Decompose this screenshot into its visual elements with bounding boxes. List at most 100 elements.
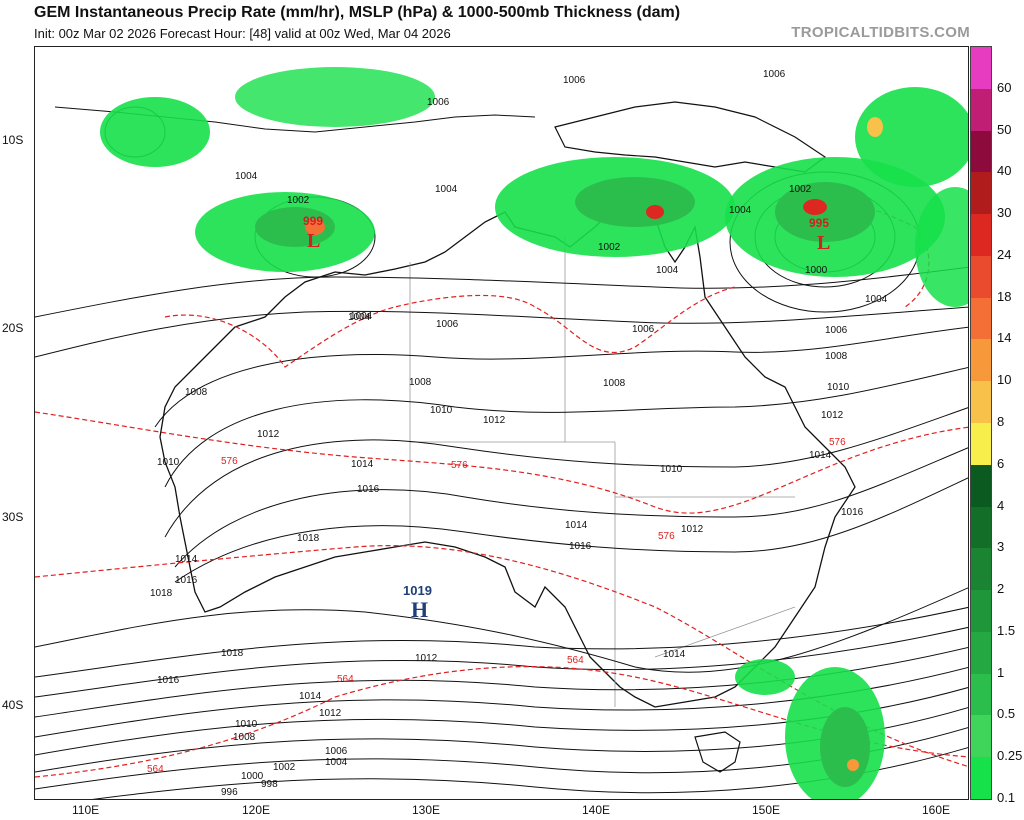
- isobar-label: 1014: [663, 649, 686, 660]
- lon-label-160e: 160E: [922, 803, 951, 817]
- colorbar-segment: [971, 255, 991, 299]
- thickness-label: 576: [658, 531, 675, 542]
- state-borders: [409, 237, 796, 707]
- colorbar-label: 0.1: [997, 790, 1016, 805]
- isobar-label: 1002: [598, 242, 621, 253]
- isobar-label: 1000: [805, 265, 828, 276]
- colorbar-label: 10: [997, 372, 1012, 388]
- isobar-label: 1004: [729, 205, 752, 216]
- thickness-label: 564: [567, 655, 584, 666]
- colorbar-segment: [971, 130, 991, 173]
- low-center-east: 995 L: [809, 216, 830, 254]
- isobar-label: 1016: [175, 575, 198, 586]
- high-value: 1019: [403, 583, 432, 598]
- colorbar-segment: [971, 214, 991, 257]
- colorbar-label: 2: [997, 581, 1005, 597]
- isobar-label: 1010: [157, 457, 180, 468]
- colorbar-segment: [971, 47, 991, 90]
- isobar-label: 1004: [325, 757, 348, 768]
- colorbar-label: 24: [997, 246, 1012, 262]
- isobar-label: 1016: [157, 675, 180, 686]
- isobar-label: 1014: [175, 554, 198, 565]
- isobar-label: 998: [261, 779, 278, 790]
- isobar-label: 1012: [821, 410, 844, 421]
- low-west-value: 999: [303, 214, 323, 228]
- isobar-label: 1014: [565, 520, 588, 531]
- isobar-labels: 1006 1004 1002 1004 1008 1010 1012 1014 …: [150, 69, 888, 798]
- isobar-label: 1016: [569, 541, 592, 552]
- low-east-value: 995: [809, 216, 829, 230]
- isobar-label: 1006: [563, 75, 586, 86]
- tasmania-coastline: [694, 731, 741, 773]
- colorbar-segment: [971, 757, 991, 800]
- low-west-letter: L: [307, 230, 320, 252]
- isobar-label: 996: [221, 787, 238, 798]
- isobar-label: 1004: [235, 171, 258, 182]
- colorbar-label: 4: [997, 497, 1005, 513]
- thickness-label: 576: [829, 437, 846, 448]
- australia-coastline: [159, 196, 856, 708]
- isobar-label: 1014: [299, 691, 322, 702]
- weather-map: 999 L 995 L 1019 H 1006 1004 1002 1004 1…: [34, 46, 969, 800]
- colorbar-label: 0.25: [997, 748, 1023, 764]
- colorbar-label: 50: [997, 121, 1012, 137]
- isobar-label: 1002: [287, 195, 310, 206]
- colorbar-label: 6: [997, 455, 1005, 471]
- isobar-label: 1004: [435, 184, 458, 195]
- colorbar-segment: [971, 381, 991, 424]
- lon-label-120e: 120E: [242, 803, 271, 817]
- map-canvas: 999 L 995 L 1019 H 1006 1004 1002 1004 1…: [35, 67, 968, 799]
- colorbar-segment: [971, 339, 991, 382]
- colorbar-label: 14: [997, 330, 1012, 346]
- isobar-label: 1006: [436, 319, 459, 330]
- isobar-label: 1014: [809, 450, 832, 461]
- isobar-label: 1008: [825, 351, 848, 362]
- isobar-label: 1002: [789, 184, 812, 195]
- colorbar-segment: [971, 590, 991, 633]
- thickness-label: 564: [337, 674, 354, 685]
- colorbar-label: 18: [997, 288, 1012, 304]
- low-center-west: 999 L: [303, 214, 323, 252]
- colorbar-segment: [971, 172, 991, 215]
- colorbar-segment: [971, 673, 991, 716]
- colorbar-label: 1.5: [997, 622, 1016, 638]
- colorbar-segment: [971, 715, 991, 758]
- isobar-label: 1010: [235, 719, 258, 730]
- chart-title: GEM Instantaneous Precip Rate (mm/hr), M…: [34, 4, 681, 21]
- colorbar-label: 30: [997, 205, 1012, 221]
- isobar-label: 1002: [273, 762, 296, 773]
- lat-label-20s: 20S: [2, 321, 24, 335]
- isobar-label: 1008: [409, 377, 432, 388]
- colorbar-segment: [971, 88, 991, 132]
- thickness-label: 576: [451, 460, 468, 471]
- isobar-label: 1012: [483, 415, 506, 426]
- colorbar-segment: [971, 423, 991, 466]
- lon-label-130e: 130E: [412, 803, 441, 817]
- lat-label-30s: 30S: [2, 510, 24, 524]
- isobar-label: 1004: [656, 265, 679, 276]
- isobar-label: 1006: [325, 746, 348, 757]
- colorbar-label: 60: [997, 79, 1012, 95]
- isobar-label: 1000: [241, 771, 264, 782]
- lon-label-110e: 110E: [72, 803, 100, 817]
- colorbar-label: 8: [997, 414, 1005, 429]
- colorbar-label: 0.5: [997, 706, 1016, 722]
- low-east-letter: L: [817, 232, 830, 254]
- high-letter: H: [411, 597, 428, 622]
- lon-label-140e: 140E: [582, 803, 611, 817]
- colorbar-segment: [971, 631, 991, 675]
- isobar-label: 1006: [427, 97, 450, 108]
- colorbar-segment: [971, 297, 991, 340]
- isobar-label: 1018: [150, 588, 173, 599]
- high-center: 1019 H: [403, 583, 432, 622]
- thickness-label: 576: [221, 456, 238, 467]
- thickness-label: 564: [147, 764, 164, 775]
- isobar-label: 1018: [221, 648, 244, 659]
- isobar-label: 1018: [297, 533, 320, 544]
- isobar-label: 1006: [632, 324, 655, 335]
- isobar-label: 1004: [865, 294, 888, 305]
- colorbar-segment: [971, 548, 991, 591]
- thickness-labels: 576 576 576 576 564 564 564: [147, 437, 846, 775]
- isobar-label: 1012: [681, 524, 704, 535]
- lat-label-10s: 10S: [2, 133, 24, 147]
